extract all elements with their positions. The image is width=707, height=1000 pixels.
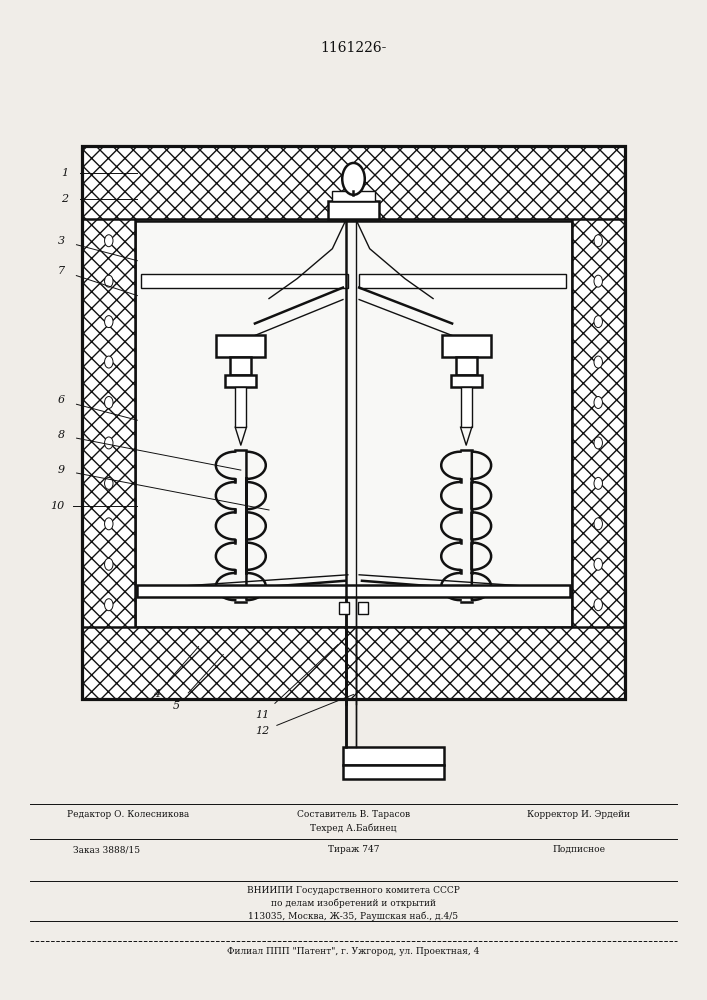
- Text: 113035, Москва, Ж-35, Раушская наб., д.4/5: 113035, Москва, Ж-35, Раушская наб., д.4…: [248, 912, 459, 921]
- Bar: [226, 375, 257, 387]
- Bar: [83, 146, 624, 699]
- Circle shape: [105, 518, 113, 530]
- Bar: [339, 602, 349, 614]
- Text: Составитель В. Тарасов: Составитель В. Тарасов: [297, 810, 410, 819]
- Bar: [328, 201, 379, 219]
- Text: 1161226-: 1161226-: [320, 41, 387, 55]
- Bar: [216, 335, 265, 357]
- Circle shape: [105, 235, 113, 247]
- Bar: [83, 627, 624, 699]
- Circle shape: [105, 437, 113, 449]
- Circle shape: [105, 477, 113, 489]
- Bar: [358, 602, 368, 614]
- Bar: [135, 221, 572, 627]
- Bar: [230, 357, 252, 375]
- Circle shape: [105, 558, 113, 570]
- Circle shape: [594, 599, 602, 611]
- Text: 4: 4: [153, 689, 160, 699]
- Bar: [83, 146, 624, 219]
- Circle shape: [105, 316, 113, 328]
- Text: 3: 3: [58, 236, 65, 246]
- Bar: [450, 375, 481, 387]
- Bar: [83, 146, 135, 699]
- Circle shape: [594, 235, 602, 247]
- Text: 6: 6: [58, 395, 65, 405]
- Text: Подписное: Подписное: [552, 845, 605, 854]
- Text: 9: 9: [58, 465, 65, 475]
- Text: 2: 2: [62, 194, 69, 204]
- Text: 7: 7: [58, 266, 65, 276]
- Circle shape: [594, 356, 602, 368]
- Bar: [141, 274, 348, 288]
- Circle shape: [105, 397, 113, 408]
- Bar: [235, 387, 247, 427]
- Bar: [137, 585, 570, 597]
- Bar: [572, 146, 624, 699]
- Circle shape: [594, 316, 602, 328]
- Bar: [332, 191, 375, 201]
- Bar: [343, 747, 443, 765]
- Circle shape: [105, 356, 113, 368]
- Bar: [343, 765, 443, 779]
- Text: 5: 5: [173, 701, 180, 711]
- Bar: [442, 335, 491, 357]
- Text: Корректор И. Эрдейи: Корректор И. Эрдейи: [527, 810, 631, 819]
- Text: 10: 10: [51, 501, 65, 511]
- Text: Техред А.Бабинец: Техред А.Бабинец: [310, 823, 397, 833]
- Bar: [455, 357, 477, 375]
- Circle shape: [342, 163, 365, 195]
- Text: 11: 11: [255, 710, 269, 720]
- Circle shape: [594, 275, 602, 287]
- Circle shape: [594, 518, 602, 530]
- Text: 12: 12: [255, 726, 269, 736]
- Bar: [359, 274, 566, 288]
- Text: по делам изобретений и открытий: по делам изобретений и открытий: [271, 899, 436, 908]
- Circle shape: [594, 437, 602, 449]
- Circle shape: [105, 275, 113, 287]
- Text: 1: 1: [62, 168, 69, 178]
- Text: Заказ 3888/15: Заказ 3888/15: [74, 845, 141, 854]
- Circle shape: [594, 558, 602, 570]
- Text: Филиал ППП "Патент", г. Ужгород, ул. Проектная, 4: Филиал ППП "Патент", г. Ужгород, ул. Про…: [228, 947, 479, 956]
- Text: Редактор О. Колесникова: Редактор О. Колесникова: [67, 810, 189, 819]
- Text: 8: 8: [58, 430, 65, 440]
- Text: Тираж 747: Тираж 747: [328, 845, 379, 854]
- Circle shape: [105, 599, 113, 611]
- Bar: [460, 387, 472, 427]
- Text: ВНИИПИ Государственного комитета СССР: ВНИИПИ Государственного комитета СССР: [247, 886, 460, 895]
- Circle shape: [594, 477, 602, 489]
- Circle shape: [594, 397, 602, 408]
